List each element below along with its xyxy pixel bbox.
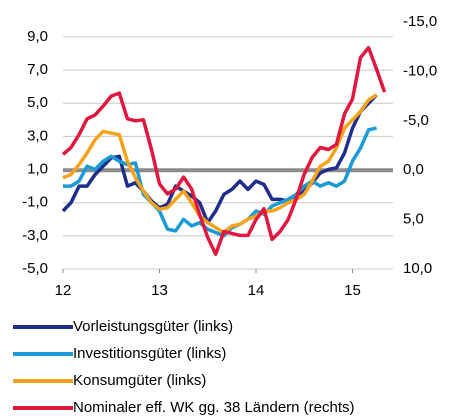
y2-tick-label: 0,0 [403, 161, 424, 178]
legend-label: Nominaler eff. WK gg. 38 Ländern (rechts… [73, 399, 355, 416]
y-tick-label: -1,0 [22, 194, 48, 211]
series-line [61, 45, 387, 256]
y2-tick-label: 5,0 [403, 211, 424, 228]
series-line [62, 93, 378, 235]
y2-tick-label: 10,0 [403, 260, 432, 277]
y-tick-label: 3,0 [27, 127, 48, 144]
y2-tick-label: -5,0 [403, 112, 429, 129]
x-tick-label: 13 [151, 282, 168, 299]
y-tick-label: 5,0 [27, 94, 48, 111]
x-tick-label: 12 [55, 282, 72, 299]
x-tick-label: 15 [344, 282, 361, 299]
series-line [63, 126, 377, 238]
y2-tick-label: -15,0 [403, 13, 437, 30]
y-tick-label: 7,0 [27, 61, 48, 78]
x-tick-label: 14 [248, 282, 265, 299]
y-tick-label: 9,0 [27, 28, 48, 45]
legend-label: Konsumgüter (links) [73, 372, 206, 389]
y2-tick-label: -10,0 [403, 62, 437, 79]
y-tick-label: -5,0 [22, 260, 48, 277]
legend-label: Vorleistungsgüter (links) [73, 318, 233, 335]
y-tick-label: 1,0 [27, 161, 48, 178]
legend-label: Investitionsgüter (links) [73, 345, 226, 362]
y-tick-label: -3,0 [22, 227, 48, 244]
